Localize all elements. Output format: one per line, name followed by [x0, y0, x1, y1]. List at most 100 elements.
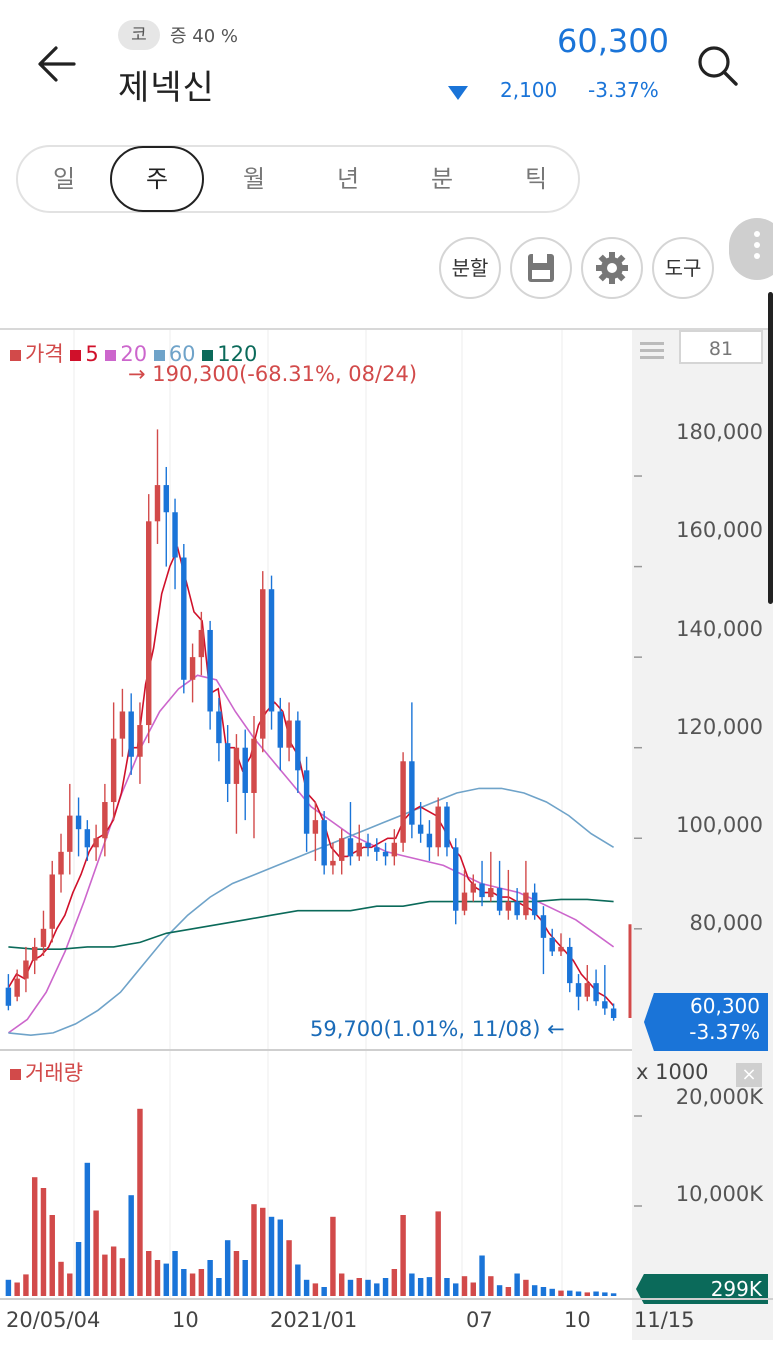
split-button[interactable]: 분할 [439, 237, 501, 299]
current-price: 60,300 [557, 22, 669, 60]
candle-count-box[interactable]: 81 [679, 330, 763, 364]
y-tick-label: 100,000 [676, 813, 763, 837]
volume-bar [479, 1255, 485, 1296]
candle-body [365, 842, 371, 848]
volume-bar [260, 1207, 266, 1296]
volume-bar [154, 1260, 161, 1296]
page-scrollbar[interactable] [768, 292, 773, 604]
legend-ma120: 120 [202, 342, 257, 366]
stock-name: 제넥신 [118, 68, 215, 108]
volume-bar [488, 1276, 494, 1296]
candle-body [347, 838, 354, 857]
volume-bar [330, 1216, 336, 1296]
volume-bar [303, 1279, 310, 1296]
chart-top-divider [0, 328, 773, 330]
tab-day[interactable]: 일 [52, 165, 76, 193]
more-menu-icon[interactable] [729, 218, 773, 280]
tab-tick[interactable]: 틱 [524, 165, 548, 193]
candle-body [426, 833, 433, 848]
legend-ma20: 20 [105, 342, 147, 366]
volume-bar [198, 1269, 205, 1296]
candle-body [49, 874, 55, 929]
volume-bar [593, 1291, 599, 1296]
candle-body [505, 901, 512, 911]
volume-bar [602, 1292, 608, 1296]
volume-tick-label: 20,000K [675, 1085, 763, 1109]
search-icon[interactable] [694, 42, 742, 90]
volume-bar [347, 1279, 354, 1296]
candle-body [93, 838, 99, 848]
candle-body [216, 711, 222, 744]
volume-bar [435, 1211, 441, 1296]
candle-body [567, 946, 573, 984]
volume-bar [110, 1246, 117, 1296]
x-axis-line [0, 1298, 773, 1300]
volume-bar [189, 1273, 196, 1296]
volume-bar [338, 1273, 345, 1296]
candlestick-chart[interactable] [0, 330, 773, 1330]
price-tag-value: 60,300 [690, 994, 760, 1018]
volume-bar [584, 1292, 591, 1296]
volume-bar [312, 1283, 319, 1296]
candle-body [470, 883, 476, 893]
candle-body [110, 738, 117, 803]
volume-bar [461, 1276, 468, 1296]
volume-bar [286, 1240, 292, 1296]
candle-body [251, 738, 257, 793]
candle-body [5, 987, 12, 1006]
y-axis-panel [632, 330, 773, 1340]
tab-minute[interactable]: 분 [430, 165, 454, 193]
close-volume-icon[interactable]: × [736, 1063, 762, 1087]
volume-bar [558, 1290, 564, 1296]
candle-body [31, 946, 38, 961]
tab-week[interactable]: 주 [110, 146, 204, 212]
candle-body [330, 860, 336, 866]
volume-bar [391, 1269, 398, 1296]
volume-bar [93, 1210, 99, 1296]
volume-bar [242, 1260, 248, 1296]
settings-button[interactable] [581, 237, 643, 299]
price-change: 2,100 [500, 78, 558, 102]
chart-menu-icon[interactable] [640, 342, 664, 363]
candle-body [549, 937, 555, 952]
gear-icon [596, 252, 628, 284]
candle-body [514, 901, 520, 916]
candle-body [67, 815, 73, 852]
volume-bar [514, 1273, 520, 1296]
tab-month[interactable]: 월 [242, 165, 266, 193]
candle-body [58, 851, 64, 875]
volume-bar [5, 1279, 12, 1296]
volume-bar [146, 1251, 152, 1296]
candle-body [207, 629, 213, 712]
back-arrow-icon[interactable] [34, 40, 82, 88]
candle-body [260, 589, 266, 739]
down-triangle-icon [448, 86, 468, 100]
volume-bar [163, 1263, 169, 1296]
candle-body [189, 657, 196, 680]
candle-body [540, 915, 547, 938]
candle-body [242, 747, 248, 793]
volume-bar [417, 1278, 424, 1296]
candle-body [479, 883, 485, 898]
period-tabs: 일 주 월 년 분 틱 [16, 145, 580, 213]
candle-body [137, 725, 143, 757]
volume-bar [426, 1277, 433, 1296]
candle-body [295, 720, 301, 771]
candle-body [593, 983, 599, 1002]
volume-bar [531, 1285, 538, 1296]
volume-bar [137, 1108, 143, 1296]
volume-bar [14, 1282, 20, 1296]
volume-bar [128, 1195, 134, 1296]
candle-body [488, 888, 494, 898]
candle-body [444, 806, 450, 848]
drawing-tools-button[interactable]: 도구 [652, 237, 714, 299]
save-button[interactable] [510, 237, 572, 299]
volume-bar [216, 1278, 222, 1296]
volume-bar [75, 1242, 82, 1296]
candle-body [382, 851, 389, 857]
candle-body [338, 838, 345, 861]
volume-bar [496, 1285, 503, 1296]
volume-bar [365, 1279, 371, 1296]
tab-year[interactable]: 년 [336, 165, 360, 193]
candle-body [128, 711, 134, 757]
